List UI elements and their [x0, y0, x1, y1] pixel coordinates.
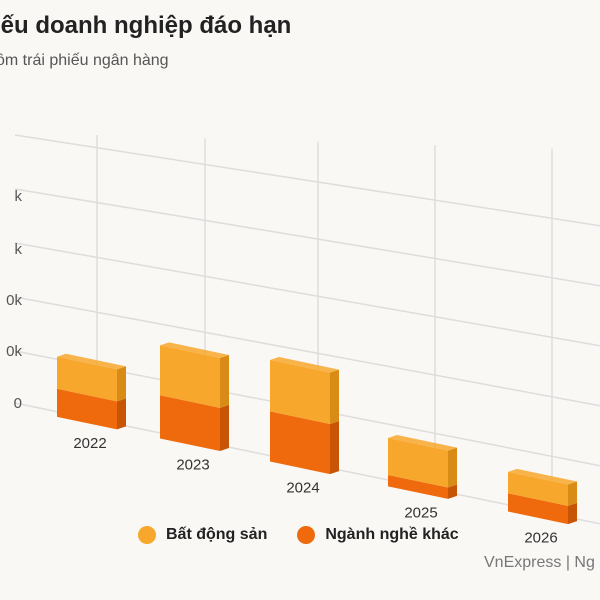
- bar-side-2026: [568, 481, 577, 506]
- legend-item-nganh-nghe-khac[interactable]: Ngành nghề khác: [297, 526, 459, 544]
- x-tick-label: 2023: [176, 456, 209, 473]
- x-tick-label: 2025: [404, 504, 437, 521]
- x-tick-label: 2022: [73, 435, 106, 452]
- y-tick-label: 0: [14, 395, 22, 412]
- bar-nganh-nghe-khac-2026: [508, 493, 568, 525]
- grid-line: [14, 188, 600, 287]
- grid-line: [14, 296, 600, 407]
- bar-side-2022: [117, 366, 126, 402]
- x-tick-label: 2026: [524, 529, 557, 546]
- bar-bat-dong-san-2024: [270, 360, 330, 424]
- bar-top-2024: [270, 357, 339, 373]
- bar-side-2023: [220, 404, 229, 452]
- legend-swatch-nganh-nghe-khac: [297, 526, 316, 544]
- y-tick-label: k: [15, 188, 23, 205]
- bar-side-2025: [448, 447, 457, 488]
- bar-side-2023: [220, 354, 229, 408]
- bar-side-2024: [330, 420, 339, 475]
- bar-top-2023: [160, 342, 229, 358]
- legend-label-nganh-nghe-khac: Ngành nghề khác: [325, 526, 459, 543]
- bar-top-2022: [57, 353, 126, 370]
- x-tick-label: 2024: [286, 479, 319, 496]
- bar-nganh-nghe-khac-2022: [57, 388, 117, 430]
- bar-side-2024: [330, 369, 339, 424]
- bar-side-2026: [568, 502, 577, 525]
- bar-nganh-nghe-khac-2025: [388, 474, 448, 499]
- y-tick-label: k: [15, 241, 23, 258]
- grid-line: [14, 242, 600, 347]
- bar-top-2025: [388, 435, 457, 451]
- bar-bat-dong-san-2023: [160, 345, 220, 408]
- bar-bat-dong-san-2025: [388, 438, 448, 488]
- legend-label-bat-dong-san: Bất động sản: [166, 526, 268, 543]
- bar-nganh-nghe-khac-2023: [160, 395, 220, 452]
- y-tick-label: 0k: [6, 343, 22, 360]
- bar-side-2025: [448, 484, 457, 499]
- legend-swatch-bat-dong-san: [138, 526, 156, 544]
- bar-bat-dong-san-2026: [508, 471, 568, 506]
- chart-subtitle: ồm trái phiếu ngân hàng: [0, 52, 169, 69]
- y-tick-label: 0k: [6, 292, 22, 309]
- source-credit: VnExpress | Ng: [484, 554, 595, 571]
- bar-top-2026: [508, 468, 577, 485]
- legend-item-bat-dong-san[interactable]: Bất động sản: [138, 526, 267, 544]
- bar-nganh-nghe-khac-2024: [270, 411, 330, 475]
- legend: Bất động sản Ngành nghề khác: [138, 526, 459, 544]
- grid-line: [14, 134, 600, 227]
- bar-side-2022: [117, 398, 126, 430]
- chart-title: iếu doanh nghiệp đáo hạn: [0, 12, 292, 39]
- bar-bat-dong-san-2022: [57, 356, 117, 402]
